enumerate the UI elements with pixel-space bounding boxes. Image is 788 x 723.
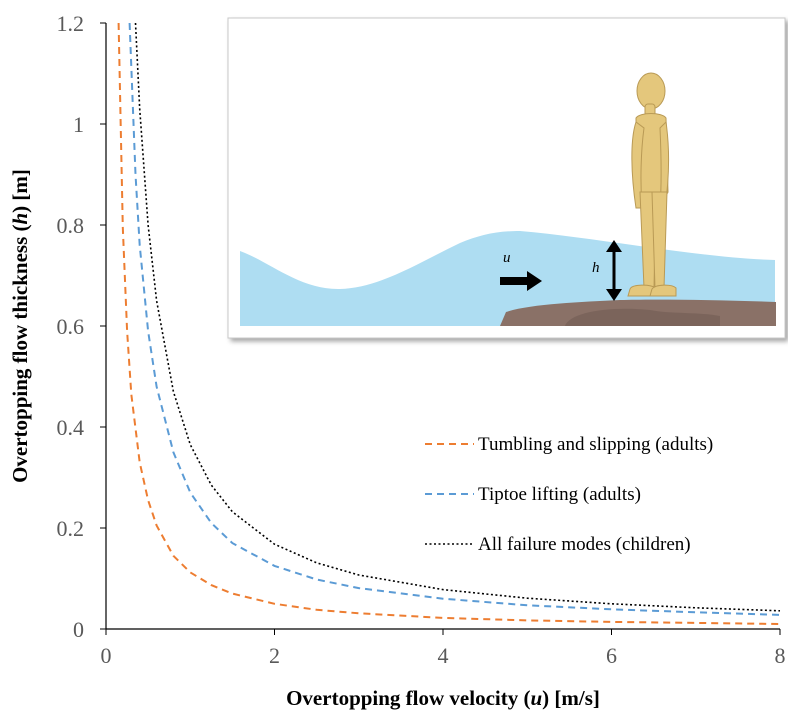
axis-title-part: Overtopping flow thickness (	[8, 224, 32, 482]
thickness-label: h	[592, 260, 600, 276]
velocity-arrow-icon	[500, 271, 542, 291]
legend-label-1: Tiptoe lifting (adults)	[478, 484, 641, 505]
legend: Tumbling and slipping (adults) Tiptoe lif…	[425, 434, 713, 555]
thickness-arrow-down-icon	[606, 289, 622, 301]
y-tick-label: 0.4	[57, 415, 85, 440]
axis-title-part: Overtopping flow velocity (	[286, 686, 530, 710]
y-tick-label: 1	[73, 112, 84, 137]
series-line-1	[128, 22, 781, 616]
standing-person-icon	[627, 72, 677, 297]
x-tick-label: 0	[101, 643, 112, 668]
y-tick-label: 1.2	[57, 11, 85, 36]
series-line-2	[134, 22, 781, 612]
y-tick-label: 0.6	[57, 314, 85, 339]
inset-rock-shade	[565, 308, 720, 326]
x-axis-title: Overtopping flow velocity (u) [m/s]	[286, 686, 600, 710]
thickness-arrow-up-icon	[606, 240, 622, 252]
inset-illustration: u h	[227, 17, 786, 339]
x-tick-label: 4	[438, 643, 449, 668]
series-line-0	[117, 22, 781, 625]
x-tick-label: 8	[775, 643, 786, 668]
y-tick-label: 0	[73, 617, 84, 642]
y-tick-label: 0.2	[57, 516, 85, 541]
velocity-label: u	[503, 250, 511, 266]
axis-title-part: ) [m]	[8, 169, 32, 213]
tick-group: 0 2 4 6 8 0 0.2 0.4 0.6 0.8 1 1.2	[57, 11, 786, 668]
x-tick-label: 2	[269, 643, 280, 668]
axis-title-part: h	[8, 213, 32, 225]
legend-label-2: All failure modes (children)	[478, 534, 691, 555]
x-tick-label: 6	[606, 643, 617, 668]
legend-label-0: Tumbling and slipping (adults)	[478, 434, 713, 455]
axis-title-part: ) [m/s]	[542, 686, 600, 710]
y-tick-label: 0.8	[57, 213, 85, 238]
y-axis-title: Overtopping flow thickness (h) [m]	[8, 169, 32, 483]
series-layer	[117, 22, 781, 625]
axis-title-part: u	[530, 686, 542, 710]
